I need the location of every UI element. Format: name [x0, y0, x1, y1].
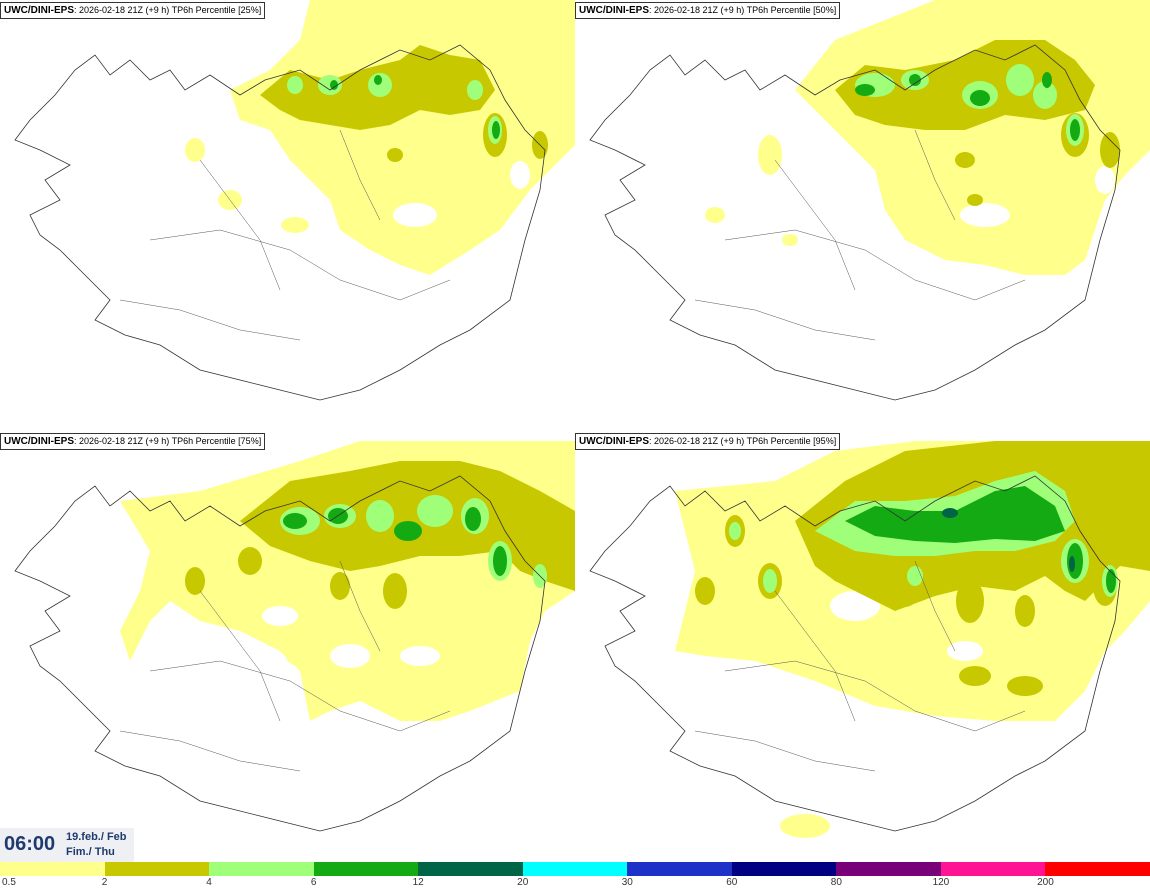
- valid-date-line1: 19.feb./ Feb: [66, 831, 127, 843]
- legend-swatch: [418, 862, 523, 876]
- panel-title: UWC/DINI-EPS: 2026-02-18 21Z (+9 h) TP6h…: [575, 2, 841, 19]
- run-info: : 2026-02-18 21Z (+9 h) TP6h Percentile …: [74, 5, 262, 15]
- run-info: : 2026-02-18 21Z (+9 h) TP6h Percentile …: [649, 436, 837, 446]
- panel-title: UWC/DINI-EPS: 2026-02-18 21Z (+9 h) TP6h…: [575, 433, 841, 450]
- legend-swatch: [209, 862, 314, 876]
- map-75: [0, 431, 575, 862]
- legend-swatch: [522, 862, 628, 876]
- model-name: UWC/DINI-EPS: [4, 436, 74, 447]
- map-25: [0, 0, 575, 431]
- legend-bar: [0, 862, 1150, 876]
- valid-time-box: 06:00 19.feb./ Feb Fim./ Thu: [0, 828, 134, 862]
- map-95: [575, 431, 1150, 862]
- legend-swatch: [627, 862, 732, 876]
- legend-swatch: [731, 862, 837, 876]
- legend-label: 4: [206, 877, 212, 888]
- legend-swatch: [104, 862, 210, 876]
- map-panel-50: UWC/DINI-EPS: 2026-02-18 21Z (+9 h) TP6h…: [575, 0, 1150, 431]
- legend-swatch: [313, 862, 419, 876]
- legend-label: 120: [932, 877, 950, 888]
- legend-swatch: [940, 862, 1046, 876]
- run-info: : 2026-02-18 21Z (+9 h) TP6h Percentile …: [649, 5, 837, 15]
- legend-label: 6: [310, 877, 317, 888]
- legend-label: 20: [517, 877, 529, 888]
- panel-title: UWC/DINI-EPS: 2026-02-18 21Z (+9 h) TP6h…: [0, 2, 266, 19]
- legend-label: 2: [101, 877, 108, 888]
- legend-label: 0.5: [2, 877, 16, 888]
- model-name: UWC/DINI-EPS: [579, 436, 649, 447]
- legend-label: 80: [830, 877, 842, 888]
- legend-swatch: [0, 862, 105, 876]
- legend-label: 60: [726, 877, 738, 888]
- legend-label: 200: [1037, 877, 1054, 888]
- map-panel-75: UWC/DINI-EPS: 2026-02-18 21Z (+9 h) TP6h…: [0, 431, 575, 862]
- map-50: [575, 0, 1150, 431]
- legend-swatch: [1045, 862, 1150, 876]
- legend-labels: 0.5 2 4 6 12 20 30 60 80 120 200: [0, 877, 1150, 891]
- color-legend: 0.5 2 4 6 12 20 30 60 80 120 200: [0, 862, 1150, 891]
- legend-label: 30: [621, 877, 633, 888]
- legend-label: 12: [412, 877, 424, 888]
- map-panel-25: UWC/DINI-EPS: 2026-02-18 21Z (+9 h) TP6h…: [0, 0, 575, 431]
- model-name: UWC/DINI-EPS: [579, 5, 649, 16]
- valid-date-line2: Fim./ Thu: [66, 846, 115, 858]
- map-panel-95: UWC/DINI-EPS: 2026-02-18 21Z (+9 h) TP6h…: [575, 431, 1150, 862]
- valid-time: 06:00: [4, 833, 56, 855]
- run-info: : 2026-02-18 21Z (+9 h) TP6h Percentile …: [74, 436, 262, 446]
- panel-title: UWC/DINI-EPS: 2026-02-18 21Z (+9 h) TP6h…: [0, 433, 266, 450]
- legend-swatch: [836, 862, 941, 876]
- model-name: UWC/DINI-EPS: [4, 5, 74, 16]
